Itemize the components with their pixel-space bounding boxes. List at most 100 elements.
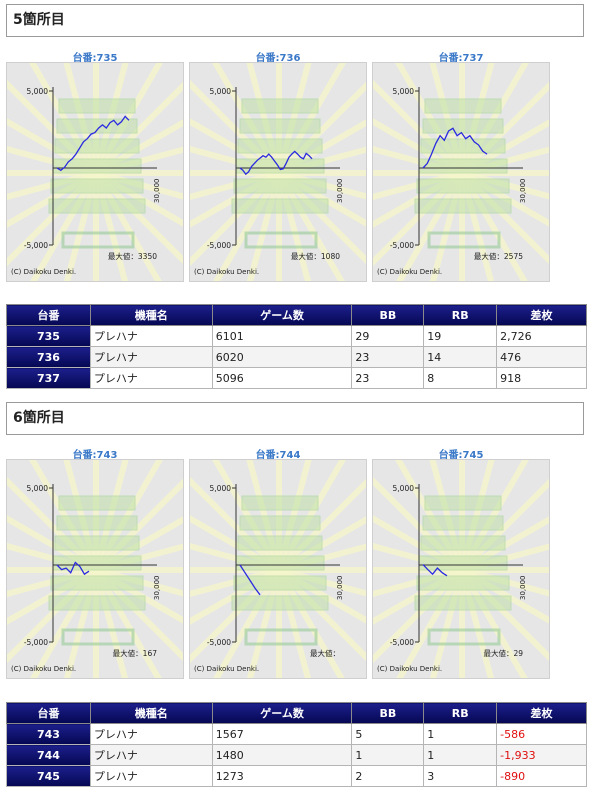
background-ray — [459, 81, 549, 176]
model-name: プレハナ — [89, 346, 213, 368]
background-ray — [63, 172, 99, 281]
y-tick-label: -5,000 — [207, 241, 231, 250]
slump-graph: 5,000 -5,000 30,000 最大値： (C) Daikoku Denki. — [189, 459, 367, 679]
background-ray — [373, 79, 465, 176]
slump-graph: 5,000 -5,000 30,000 最大値：2575 (C) Daikoku Den… — [372, 62, 550, 282]
x-tick-label: 30,000 — [153, 576, 161, 601]
chart-label[interactable]: 台番:744 — [255, 450, 301, 461]
y-tick-label: -5,000 — [390, 241, 414, 250]
bb-count: 23 — [351, 367, 425, 389]
background-ray — [276, 478, 366, 573]
pagoda-tier — [231, 595, 329, 611]
slump-graph: 5,000 -5,000 30,000 最大値：3350 (C) Daikoku Den… — [6, 62, 184, 282]
background-pagoda — [48, 495, 146, 646]
game-count: 1273 — [211, 765, 353, 787]
background-ray — [459, 478, 549, 573]
col-header: ゲーム数 — [211, 304, 353, 326]
coin-diff: -1,933 — [496, 744, 587, 766]
y-tick-label: -5,000 — [24, 638, 48, 647]
background-ray — [93, 569, 129, 678]
rb-count: 1 — [423, 723, 498, 745]
pagoda-tier — [424, 495, 502, 511]
bb-count: 29 — [351, 325, 425, 347]
background-ray — [7, 476, 99, 573]
background-ray — [7, 79, 99, 176]
col-header: ゲーム数 — [211, 702, 353, 724]
coin-diff: -586 — [496, 723, 587, 745]
coin-diff: 476 — [496, 346, 587, 368]
pagoda-tier — [422, 118, 504, 134]
table-row: 735 プレハナ 6101 29 19 2,726 — [6, 325, 587, 347]
max-value-label: 最大値：29 — [483, 648, 523, 658]
copyright-text: (C) Daikoku Denki. — [194, 665, 259, 673]
game-count: 1567 — [211, 723, 353, 745]
pagoda-tier — [414, 198, 512, 214]
machine-number[interactable]: 736 — [6, 346, 91, 368]
bb-count: 1 — [351, 744, 425, 766]
pagoda-tier — [50, 178, 144, 194]
col-header: RB — [423, 304, 498, 326]
rb-count: 14 — [423, 346, 498, 368]
x-tick-label: 30,000 — [336, 576, 344, 601]
table-row: 737 プレハナ 5096 23 8 918 — [6, 367, 587, 389]
pagoda-tier — [233, 178, 327, 194]
pagoda-tier — [56, 515, 138, 531]
col-header: BB — [351, 304, 425, 326]
slump-line — [239, 564, 261, 596]
background-ray — [459, 172, 495, 281]
chart-label[interactable]: 台番:745 — [438, 450, 484, 461]
pagoda-base — [244, 231, 318, 249]
machine-number[interactable]: 745 — [6, 765, 91, 787]
slump-graph: 5,000 -5,000 30,000 最大値：167 (C) Daikoku Denk… — [6, 459, 184, 679]
machine-number[interactable]: 743 — [6, 723, 91, 745]
machine-number[interactable]: 737 — [6, 367, 91, 389]
pagoda-tier — [422, 515, 504, 531]
coin-diff: 918 — [496, 367, 587, 389]
table-row: 736 プレハナ 6020 23 14 476 — [6, 346, 587, 368]
background-ray — [276, 172, 312, 281]
pagoda-tier — [237, 535, 323, 551]
pagoda-tier — [237, 138, 323, 154]
machine-number[interactable]: 735 — [6, 325, 91, 347]
chart-label[interactable]: 台番:743 — [72, 450, 118, 461]
bb-count: 5 — [351, 723, 425, 745]
col-header: 機種名 — [89, 304, 213, 326]
copyright-text: (C) Daikoku Denki. — [377, 665, 442, 673]
pagoda-tier — [418, 158, 508, 174]
pagoda-base — [61, 628, 135, 646]
background-ray — [276, 81, 366, 176]
pagoda-tier — [50, 575, 144, 591]
y-tick-label: 5,000 — [210, 484, 232, 493]
background-ray — [246, 569, 282, 678]
model-name: プレハナ — [89, 367, 213, 389]
chart-label[interactable]: 台番:735 — [72, 53, 118, 64]
background-ray — [246, 172, 282, 281]
copyright-text: (C) Daikoku Denki. — [377, 268, 442, 276]
rb-count: 8 — [423, 367, 498, 389]
background-ray — [63, 569, 99, 678]
machine-table: 台番 機種名 ゲーム数 BB RB 差枚 743 プレハナ 1567 5 1 -… — [6, 702, 587, 787]
col-header: 差枚 — [496, 304, 587, 326]
chart-label[interactable]: 台番:737 — [438, 53, 484, 64]
col-header: 機種名 — [89, 702, 213, 724]
background-ray — [93, 478, 183, 573]
slump-line — [422, 127, 488, 169]
pagoda-tier — [241, 98, 319, 114]
background-ray — [429, 569, 465, 678]
y-tick-label: -5,000 — [390, 638, 414, 647]
pagoda-base — [61, 231, 135, 249]
x-tick-label: 30,000 — [153, 179, 161, 204]
col-header: BB — [351, 702, 425, 724]
coin-diff: -890 — [496, 765, 587, 787]
rb-count: 1 — [423, 744, 498, 766]
section-title: 6箇所目 — [6, 402, 584, 435]
pagoda-tier — [416, 178, 510, 194]
x-tick-label: 30,000 — [336, 179, 344, 204]
bb-count: 23 — [351, 346, 425, 368]
machine-number[interactable]: 744 — [6, 744, 91, 766]
background-ray — [429, 172, 465, 281]
pagoda-base — [427, 231, 501, 249]
pagoda-tier — [54, 535, 140, 551]
y-tick-label: 5,000 — [27, 484, 49, 493]
chart-label[interactable]: 台番:736 — [255, 53, 301, 64]
